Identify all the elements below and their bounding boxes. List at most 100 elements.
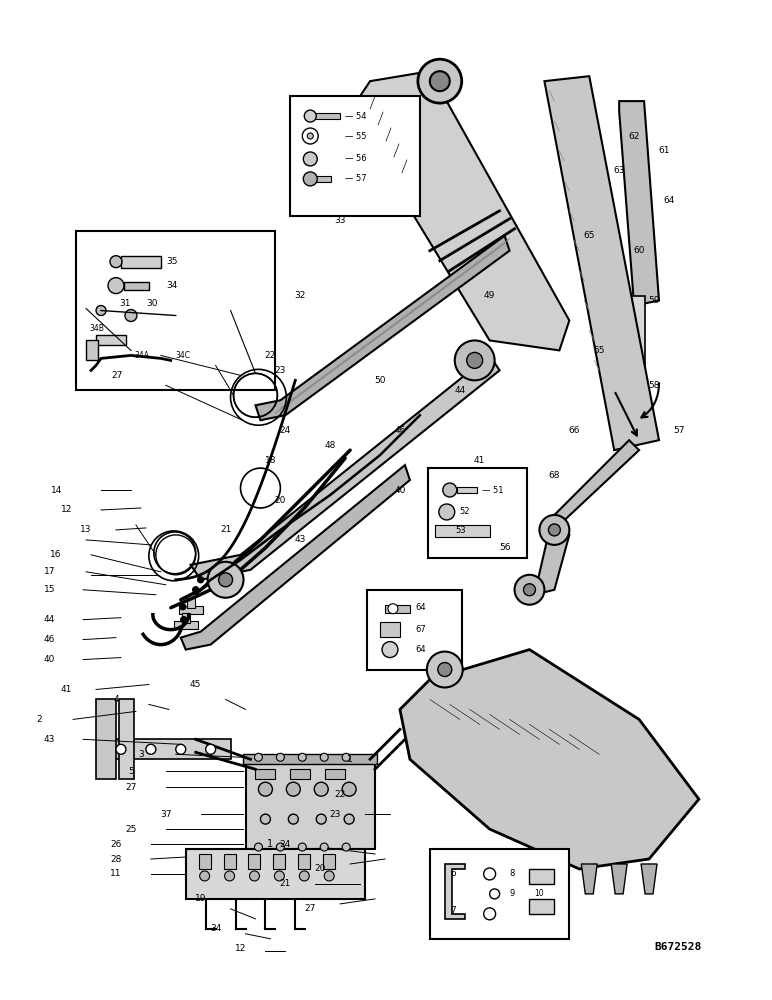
Text: 9: 9 [510, 889, 515, 898]
Circle shape [324, 871, 334, 881]
Bar [174, 621, 198, 629]
Text: 23: 23 [275, 366, 286, 375]
Circle shape [108, 278, 124, 294]
Text: 24: 24 [279, 840, 291, 849]
Circle shape [455, 340, 495, 380]
Text: 34C: 34C [176, 351, 191, 360]
Circle shape [96, 306, 106, 316]
Circle shape [523, 584, 536, 596]
Text: 34: 34 [166, 281, 177, 290]
Text: 5: 5 [128, 767, 134, 776]
Circle shape [342, 843, 350, 851]
Bar [224, 854, 235, 869]
Circle shape [116, 744, 126, 754]
Bar [290, 769, 310, 779]
Bar [315, 113, 340, 119]
Text: 57: 57 [673, 426, 685, 435]
Bar [530, 899, 554, 914]
Text: 12: 12 [60, 505, 72, 514]
Text: 48: 48 [324, 441, 336, 450]
Text: 15: 15 [43, 585, 55, 594]
Polygon shape [581, 864, 598, 894]
Circle shape [314, 782, 328, 796]
Circle shape [483, 868, 496, 880]
Bar [96, 699, 116, 779]
Text: 16: 16 [50, 550, 62, 559]
Polygon shape [522, 864, 537, 894]
Circle shape [342, 753, 350, 761]
Bar [625, 296, 645, 375]
Text: 20: 20 [314, 864, 326, 873]
Circle shape [483, 908, 496, 920]
Text: 17: 17 [43, 567, 55, 576]
Text: 68: 68 [549, 471, 560, 480]
Text: 44: 44 [454, 386, 466, 395]
Text: 34: 34 [210, 924, 222, 933]
Text: 64: 64 [415, 645, 425, 654]
Circle shape [467, 352, 482, 368]
Circle shape [317, 814, 327, 824]
Polygon shape [181, 465, 410, 650]
Polygon shape [256, 236, 510, 420]
Text: 53: 53 [455, 526, 466, 535]
Bar [186, 849, 365, 899]
Text: 12: 12 [235, 944, 246, 953]
Text: 28: 28 [110, 854, 122, 863]
Circle shape [298, 753, 306, 761]
Bar [242, 754, 377, 764]
Text: 27: 27 [111, 371, 123, 380]
Text: 14: 14 [50, 486, 62, 495]
Circle shape [218, 573, 232, 587]
Bar [249, 854, 260, 869]
Polygon shape [540, 440, 639, 530]
Circle shape [307, 133, 313, 139]
Circle shape [304, 110, 317, 122]
Text: — 55: — 55 [345, 132, 367, 141]
Text: 58: 58 [648, 381, 660, 390]
Text: 64: 64 [663, 196, 675, 205]
Circle shape [382, 642, 398, 658]
Text: 37: 37 [160, 810, 171, 819]
Text: 45: 45 [190, 680, 201, 689]
Text: 8: 8 [510, 869, 515, 878]
Circle shape [193, 587, 198, 593]
Text: 40: 40 [394, 486, 405, 495]
Circle shape [286, 782, 300, 796]
Text: 34B: 34B [89, 324, 104, 333]
Text: 46: 46 [394, 426, 405, 435]
Text: 33: 33 [334, 216, 346, 225]
Circle shape [198, 577, 204, 583]
Text: 44: 44 [43, 615, 55, 624]
Circle shape [276, 753, 284, 761]
Text: — 56: — 56 [345, 154, 367, 163]
Circle shape [418, 59, 462, 103]
Circle shape [289, 814, 298, 824]
Text: 1: 1 [267, 839, 273, 849]
Circle shape [320, 843, 328, 851]
Circle shape [438, 504, 455, 520]
Text: 27: 27 [305, 904, 316, 913]
Polygon shape [534, 530, 569, 595]
Circle shape [180, 604, 186, 610]
Bar [273, 854, 286, 869]
Text: 4: 4 [113, 695, 119, 704]
Text: 2: 2 [36, 715, 42, 724]
Circle shape [255, 753, 262, 761]
Text: 25: 25 [125, 825, 137, 834]
Text: 55: 55 [594, 346, 605, 355]
Bar [245, 759, 375, 849]
Text: — 54: — 54 [345, 112, 367, 121]
Polygon shape [619, 101, 659, 306]
Circle shape [438, 663, 452, 677]
Polygon shape [641, 864, 657, 894]
Text: 66: 66 [568, 426, 580, 435]
Circle shape [427, 652, 462, 687]
Bar [435, 525, 489, 537]
Bar [198, 854, 211, 869]
Text: 22: 22 [334, 790, 346, 799]
Text: 10: 10 [535, 889, 544, 898]
Text: 24: 24 [279, 426, 291, 435]
Circle shape [208, 562, 243, 598]
Text: 60: 60 [633, 246, 645, 255]
Text: 65: 65 [584, 231, 595, 240]
